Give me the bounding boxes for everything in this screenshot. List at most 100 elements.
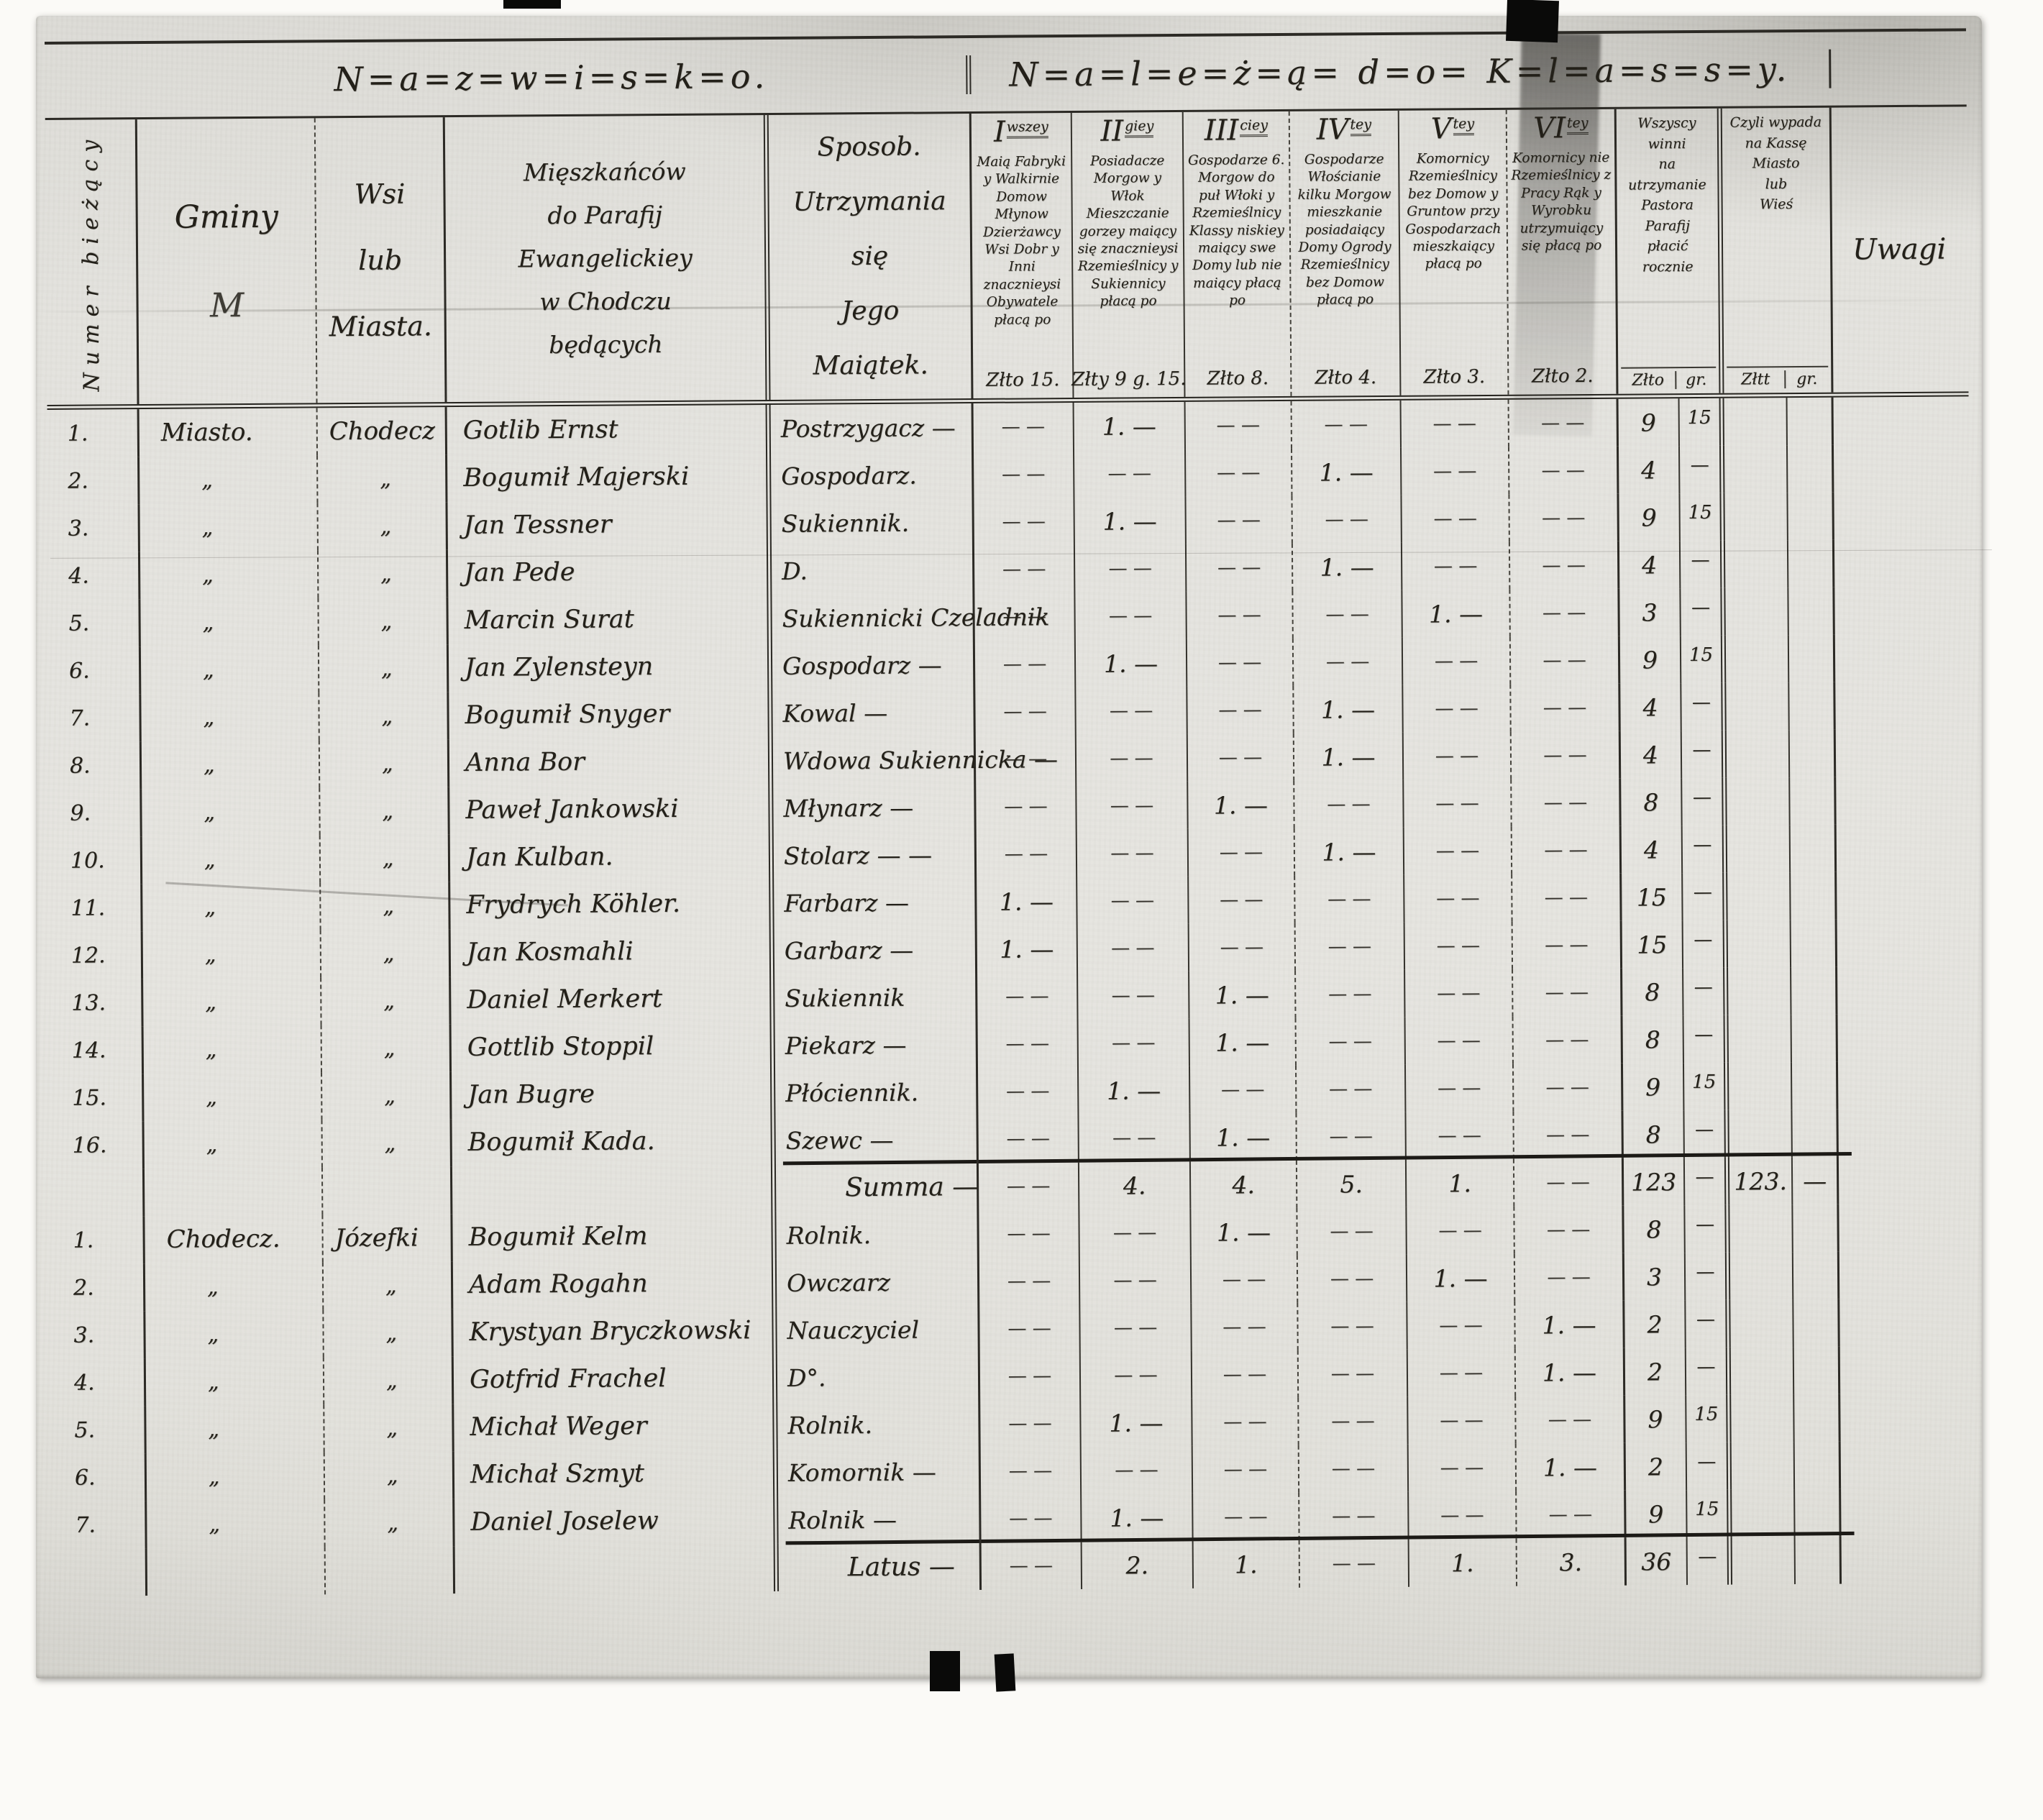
class-1-cell: — — <box>979 1209 1080 1258</box>
class-2-description: Posiadacze Morgow y Włok Mieszczanie gor… <box>1077 153 1179 310</box>
kassa-grosze-cell <box>1793 1346 1841 1395</box>
fee-zloty-cell: 8 <box>1622 1015 1684 1064</box>
binding-tab-top <box>1506 0 1559 43</box>
class-3-fee: Złto 8. <box>1207 367 1269 390</box>
class-3-total-cell: 4. <box>1190 1160 1298 1209</box>
occupation-cell: Rolnik — <box>778 1494 982 1544</box>
fee-grosze-cell: — <box>1686 1347 1732 1396</box>
village-cell: „ <box>324 1451 455 1500</box>
class-2-cell: 1. — <box>1078 1066 1191 1115</box>
occupation-cell: Kowal — <box>772 687 976 737</box>
class-6-cell: — — <box>1514 1110 1624 1159</box>
remarks-header-label: Uwagi <box>1852 232 1947 267</box>
class-4-cell: — — <box>1292 495 1402 544</box>
class-1-cell: — — <box>977 1066 1079 1115</box>
class-1-cell: — — <box>979 1304 1081 1353</box>
class-3-cell: — — <box>1189 1065 1297 1114</box>
class-3-cell: — — <box>1187 638 1294 687</box>
class-3-cell: 1. — <box>1190 1112 1297 1161</box>
fee-grosze-cell: — <box>1685 1204 1730 1253</box>
row-number: 9. <box>50 789 142 837</box>
class-3-cell: 1. — <box>1191 1207 1298 1256</box>
class-4-cell: — — <box>1298 1349 1409 1398</box>
village-cell: „ <box>321 977 452 1025</box>
kassa-zloty-cell <box>1724 540 1789 588</box>
class-3-cell: — — <box>1189 923 1297 971</box>
class-2-cell: — — <box>1077 876 1189 925</box>
kassa-grosze-cell <box>1788 634 1836 683</box>
village-cell: „ <box>319 644 449 693</box>
remarks-cell <box>1834 491 1967 539</box>
village-header-label: Wsi lub Miasta. <box>329 178 433 343</box>
remarks-cell <box>1838 1108 1972 1156</box>
remarks-cell <box>1840 1345 1974 1394</box>
class-4-cell: — — <box>1292 400 1402 449</box>
row-number <box>52 1169 145 1217</box>
resident-name-cell: Daniel Merkert <box>451 974 775 1025</box>
class-4-total-cell: 5. <box>1297 1159 1407 1208</box>
occupation-cell: Piekarz — <box>774 1020 978 1069</box>
class-3-cell: — — <box>1186 543 1294 592</box>
gmina-header-label: Gminy <box>174 198 278 236</box>
gmina-cell <box>144 1167 324 1217</box>
resident-name-cell: Daniel Joselew <box>454 1496 779 1547</box>
class-2-cell: — — <box>1076 733 1189 783</box>
class-4-cell: 1. — <box>1294 827 1405 876</box>
fee-grosze-cell: — <box>1679 445 1725 494</box>
class-6-description: Komornicy nie Rzemieślnicy z Pracy Rąk y… <box>1511 150 1612 254</box>
kassa-label: Czyli wypada na Kassę Miasto lub Wieś <box>1729 114 1822 213</box>
class-6-header: VItey Komornicy nie Rzemieślnicy z Pracy… <box>1507 109 1619 395</box>
class-4-cell: — — <box>1296 969 1406 1018</box>
kassa-zloty-cell <box>1729 1204 1793 1253</box>
remarks-cell <box>1837 966 1971 1014</box>
table-body: 1. Miasto. Chodecz Gotlib Ernst Postrzygacz … <box>47 396 1977 1596</box>
class-2-cell: — — <box>1076 686 1188 736</box>
remarks-cell <box>1838 1061 1972 1109</box>
fee-grosze-cell: 15 <box>1683 1062 1729 1111</box>
fee-zloty-cell: 2 <box>1625 1442 1688 1491</box>
kassa-grosze-cell <box>1795 1489 1842 1537</box>
class-4-fee: Złto 4. <box>1315 367 1377 389</box>
remarks-cell <box>1836 776 1970 824</box>
village-cell: „ <box>324 1404 454 1453</box>
class-2-header: IIgiey Posiadacze Morgow y Włok Mieszcza… <box>1071 111 1187 398</box>
gmina-cell: „ <box>142 787 321 837</box>
class-6-cell: — — <box>1513 968 1623 1017</box>
class-6-total-cell: 3. <box>1517 1537 1627 1586</box>
gmina-cell: „ <box>140 598 319 647</box>
village-cell: „ <box>318 502 448 551</box>
class-6-cell: — — <box>1509 398 1619 447</box>
row-number: 14. <box>51 1026 145 1074</box>
fee-zloty-cell: 2 <box>1624 1300 1686 1348</box>
class-5-cell: — — <box>1405 1064 1514 1112</box>
fee-grosze-cell: — <box>1682 825 1728 874</box>
occupation-cell: Gospodarz. <box>771 450 974 500</box>
resident-name-cell: Krystyan Bryczkowski <box>453 1306 777 1357</box>
class-2-suffix: giey <box>1124 117 1154 138</box>
class-5-total-cell: 1. <box>1409 1538 1518 1587</box>
kassa-grosze-cell <box>1794 1441 1842 1490</box>
gmina-cell: „ <box>145 1309 324 1359</box>
current-number-label: Numer bieżący <box>77 132 105 392</box>
class-6-cell: — — <box>1517 1490 1627 1539</box>
class-6-suffix: tey <box>1566 114 1589 134</box>
class-4-suffix: tey <box>1350 116 1372 137</box>
class-4-cell: 1. — <box>1292 542 1403 591</box>
class-1-header: Iwszey Maią Fabryki y Walkirnie Domow Mł… <box>971 113 1074 398</box>
gmina-cell: „ <box>141 740 321 790</box>
occupation-cell: Gospodarz — <box>772 640 976 690</box>
class-3-total-cell: 1. <box>1193 1540 1301 1588</box>
class-2-cell: — — <box>1078 1018 1190 1067</box>
remarks-cell <box>1835 634 1969 682</box>
binding-tab-bottom-2 <box>994 1653 1016 1692</box>
occupation-cell: D. <box>771 545 975 595</box>
class-1-cell: — — <box>977 1019 1079 1068</box>
fee-grosze-cell: 15 <box>1680 493 1725 541</box>
remarks-cell <box>1839 1156 1973 1204</box>
row-number: 2. <box>52 1263 146 1312</box>
class-4-cell: — — <box>1298 1302 1408 1350</box>
class-6-cell: 1. — <box>1515 1348 1626 1396</box>
class-4-cell: — — <box>1297 1112 1407 1161</box>
kassa-grosze-cell <box>1791 919 1838 968</box>
kassa-zloty-cell <box>1728 1015 1792 1063</box>
